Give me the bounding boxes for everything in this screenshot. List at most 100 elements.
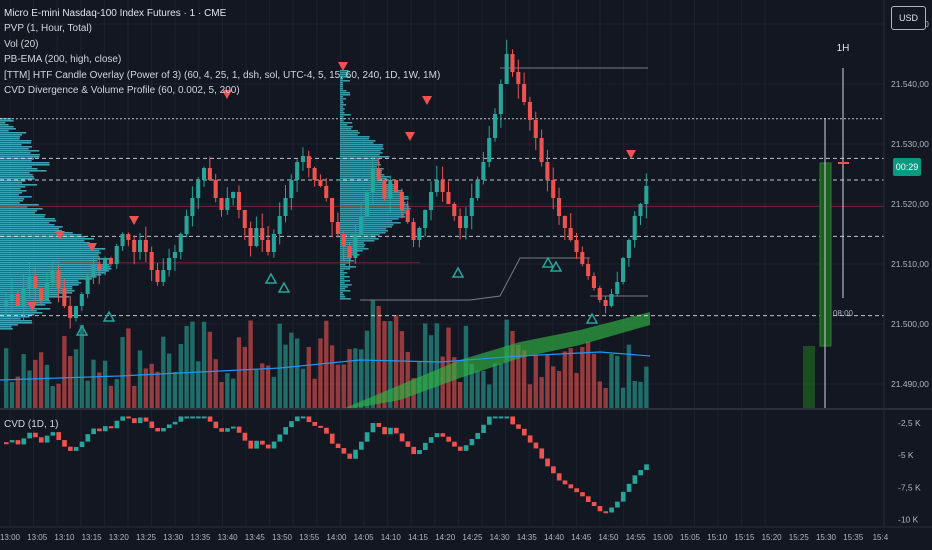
ema-band bbox=[0, 312, 651, 408]
cvd-step bbox=[603, 511, 609, 514]
volume-bar bbox=[376, 305, 381, 408]
cvd-step bbox=[510, 416, 515, 425]
indicator-pb-ema[interactable]: PB-EMA (200, high, close) bbox=[4, 54, 122, 66]
time-axis-label: 13:20 bbox=[109, 533, 130, 542]
candle-body bbox=[615, 282, 620, 294]
cvd-step bbox=[73, 447, 79, 451]
time-axis-label: 13:05 bbox=[27, 533, 48, 542]
volume-bar bbox=[108, 385, 114, 408]
cvd-step bbox=[294, 416, 300, 422]
cvd-step bbox=[68, 446, 73, 451]
volume-bar bbox=[38, 352, 44, 408]
cvd-series bbox=[4, 416, 649, 514]
candle-body bbox=[469, 198, 474, 216]
profile-bar bbox=[340, 212, 410, 214]
profile-bar bbox=[340, 256, 352, 258]
profile-bar bbox=[340, 244, 366, 246]
indicator-cvd-divergence[interactable]: CVD Divergence & Volume Profile (60, 0.0… bbox=[4, 85, 240, 97]
time-axis-label: 13:10 bbox=[54, 533, 75, 542]
cvd-step bbox=[172, 421, 178, 425]
level-lines bbox=[0, 67, 884, 317]
volume-bar bbox=[201, 321, 207, 408]
candle-body bbox=[551, 180, 556, 198]
profile-bar bbox=[340, 92, 350, 94]
profile-bar bbox=[340, 282, 345, 284]
volume-bar bbox=[114, 379, 119, 408]
profile-bar bbox=[340, 138, 370, 140]
profile-bar bbox=[340, 126, 353, 128]
currency-button[interactable]: USD bbox=[891, 6, 926, 30]
profile-bar bbox=[0, 320, 32, 322]
cvd-pane-legend[interactable]: CVD (1D, 1) bbox=[4, 419, 59, 430]
volume-bar bbox=[161, 336, 166, 408]
volume-bar bbox=[597, 381, 602, 408]
buy-signal-icon bbox=[75, 324, 89, 336]
candle-body bbox=[347, 246, 352, 258]
cvd-step bbox=[178, 416, 184, 422]
cvd-step bbox=[364, 432, 370, 442]
volume-bar bbox=[15, 376, 21, 408]
profile-bar bbox=[0, 182, 22, 184]
profile-bar bbox=[0, 192, 23, 194]
volume-ma-line bbox=[0, 351, 651, 381]
profile-bar bbox=[340, 114, 351, 116]
volume-bar bbox=[102, 360, 108, 408]
volume-bar bbox=[79, 324, 85, 408]
profile-bar bbox=[340, 124, 348, 126]
profile-bar bbox=[340, 164, 381, 166]
time-axis-label: 14:30 bbox=[490, 533, 511, 542]
candle-body bbox=[423, 210, 428, 228]
volume-bar bbox=[143, 368, 149, 408]
cvd-step bbox=[242, 432, 248, 441]
profile-bar bbox=[0, 322, 33, 324]
profile-bar bbox=[340, 130, 358, 132]
cvd-step bbox=[155, 427, 160, 432]
indicator-ttm-htf[interactable]: [TTM] HTF Candle Overlay (Power of 3) (6… bbox=[4, 69, 441, 81]
candle-body bbox=[644, 186, 649, 204]
candle-body bbox=[155, 270, 160, 282]
volume-bar bbox=[230, 378, 236, 408]
cvd-step bbox=[324, 427, 329, 434]
profile-bar bbox=[0, 130, 9, 132]
cvd-step bbox=[50, 432, 56, 436]
cvd-step bbox=[184, 416, 190, 419]
profile-bar bbox=[0, 150, 40, 152]
profile-bar bbox=[0, 132, 27, 134]
volume-bar bbox=[207, 331, 213, 408]
profile-bar bbox=[0, 162, 50, 164]
time-axis-label: 13:00 bbox=[0, 533, 21, 542]
volume-bar bbox=[68, 356, 73, 408]
indicator-pvp[interactable]: PVP (1, Hour, Total) bbox=[4, 23, 93, 35]
profile-bar bbox=[0, 224, 55, 226]
candle-body bbox=[213, 180, 218, 198]
profile-bar bbox=[0, 128, 16, 130]
profile-bar bbox=[340, 118, 345, 120]
candle-body bbox=[231, 192, 236, 198]
symbol-title[interactable]: Micro E-mini Nasdaq-100 Index Futures · … bbox=[4, 8, 227, 19]
candle-body bbox=[73, 306, 79, 318]
cvd-step bbox=[457, 446, 463, 451]
volume-bar bbox=[568, 348, 573, 408]
candle-body bbox=[609, 294, 614, 306]
candle-body bbox=[510, 54, 515, 72]
indicator-vol[interactable]: Vol (20) bbox=[4, 38, 39, 50]
volume-bar bbox=[359, 349, 364, 408]
volume-bar bbox=[475, 370, 480, 408]
cvd-step bbox=[335, 443, 341, 449]
volume-bar bbox=[388, 321, 393, 408]
candle-body bbox=[632, 216, 637, 240]
candle-body bbox=[341, 234, 346, 246]
profile-bar bbox=[0, 290, 75, 292]
volume-bar bbox=[504, 319, 509, 408]
profile-bar bbox=[0, 142, 32, 144]
cvd-step bbox=[556, 473, 562, 481]
profile-bar bbox=[0, 274, 102, 276]
time-axis-label: 15:35 bbox=[843, 533, 864, 542]
cvd-step bbox=[417, 450, 422, 455]
cvd-step bbox=[376, 422, 382, 427]
candle-body bbox=[533, 120, 538, 138]
cvd-step bbox=[161, 428, 166, 432]
cvd-step bbox=[551, 466, 556, 474]
cvd-step bbox=[382, 426, 387, 435]
